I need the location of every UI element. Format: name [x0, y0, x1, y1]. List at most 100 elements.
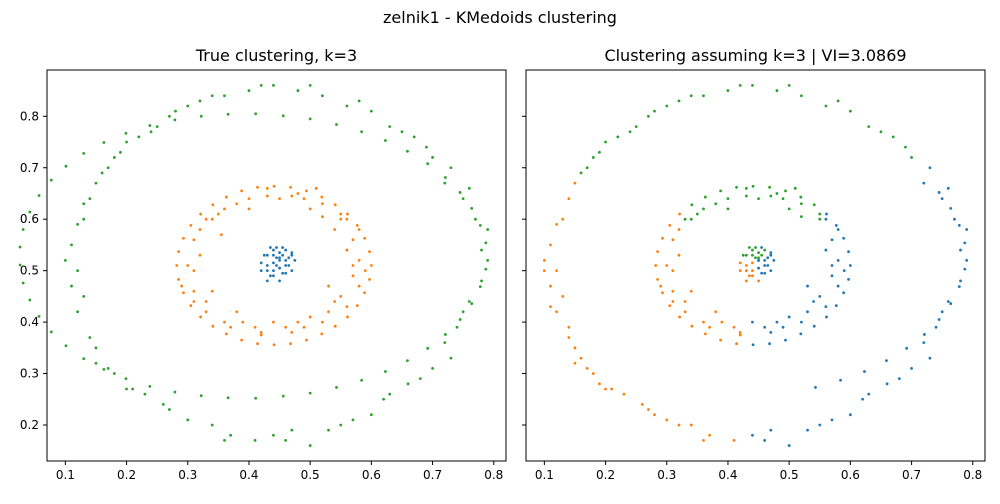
data-point [284, 439, 288, 442]
data-point [345, 248, 349, 252]
data-point [585, 166, 589, 170]
data-point [665, 418, 669, 422]
data-point [751, 269, 754, 273]
data-point [775, 192, 779, 195]
data-point [719, 189, 723, 193]
data-point [800, 94, 803, 98]
data-point [806, 428, 809, 432]
data-point [769, 253, 773, 257]
data-point [199, 114, 203, 118]
data-point [112, 372, 116, 375]
data-point [333, 203, 337, 207]
data-point [799, 332, 803, 336]
data-point [561, 217, 565, 221]
data-point [757, 251, 760, 255]
data-point [241, 320, 245, 324]
data-point [253, 325, 257, 329]
data-point [963, 241, 967, 245]
data-point [265, 186, 269, 190]
data-point [842, 291, 846, 295]
data-point [357, 228, 361, 231]
data-point [461, 310, 465, 314]
data-point [335, 386, 338, 389]
data-point [754, 256, 757, 260]
data-point [549, 243, 552, 247]
data-point [689, 423, 693, 427]
data-point [443, 181, 447, 185]
data-point [28, 298, 32, 302]
data-point [458, 318, 462, 321]
data-point [885, 382, 889, 386]
data-point [198, 253, 202, 257]
data-point [928, 356, 932, 360]
data-point [695, 212, 699, 216]
data-point [470, 206, 474, 210]
data-point [671, 238, 675, 242]
data-point [763, 325, 767, 329]
data-point [351, 274, 355, 278]
data-point [690, 324, 694, 328]
data-point [671, 300, 675, 303]
data-point [836, 99, 840, 103]
data-point [320, 195, 324, 199]
data-point [174, 109, 177, 113]
data-point [278, 258, 281, 262]
data-point [76, 222, 79, 226]
data-point [247, 207, 251, 211]
data-point [449, 356, 453, 360]
data-point [747, 274, 751, 278]
data-point [224, 195, 228, 199]
data-point [37, 315, 41, 318]
data-point [708, 325, 711, 329]
data-point [714, 310, 718, 314]
data-point [198, 99, 202, 103]
data-point [368, 250, 371, 254]
data-point [216, 212, 220, 216]
data-point [278, 251, 281, 255]
data-point [628, 130, 632, 134]
data-point [63, 258, 67, 262]
data-point [345, 305, 349, 309]
data-point [549, 284, 552, 288]
data-point [661, 236, 664, 240]
data-point [735, 342, 738, 346]
data-point [82, 357, 86, 361]
data-point [186, 104, 190, 108]
series-3 [18, 84, 490, 447]
data-point [683, 310, 687, 314]
data-point [474, 217, 477, 221]
data-point [339, 423, 343, 427]
data-point [757, 256, 760, 260]
data-point [957, 285, 961, 288]
data-point [327, 284, 330, 288]
y-tick-label: 0.8 [20, 109, 39, 123]
data-point [289, 342, 292, 346]
data-point [486, 228, 490, 231]
data-point [744, 186, 748, 190]
x-tick-label: 0.5 [780, 468, 799, 482]
data-point [702, 320, 705, 324]
data-point [455, 325, 459, 329]
data-point [940, 310, 944, 314]
data-point [182, 291, 185, 295]
data-point [885, 359, 888, 363]
data-point [542, 269, 546, 273]
data-point [320, 332, 324, 336]
axes-frame [525, 69, 986, 462]
data-point [689, 289, 693, 293]
data-point [937, 318, 941, 321]
data-point [751, 84, 754, 87]
data-point [751, 184, 755, 188]
data-point [444, 176, 447, 179]
data-point [198, 228, 202, 231]
data-point [668, 304, 672, 308]
data-point [161, 403, 165, 406]
data-point [461, 197, 465, 201]
data-point [235, 310, 239, 314]
data-point [305, 338, 308, 342]
data-point [702, 439, 705, 442]
data-point [339, 294, 343, 298]
data-point [384, 139, 387, 142]
data-point [82, 151, 86, 155]
data-point [775, 89, 779, 92]
